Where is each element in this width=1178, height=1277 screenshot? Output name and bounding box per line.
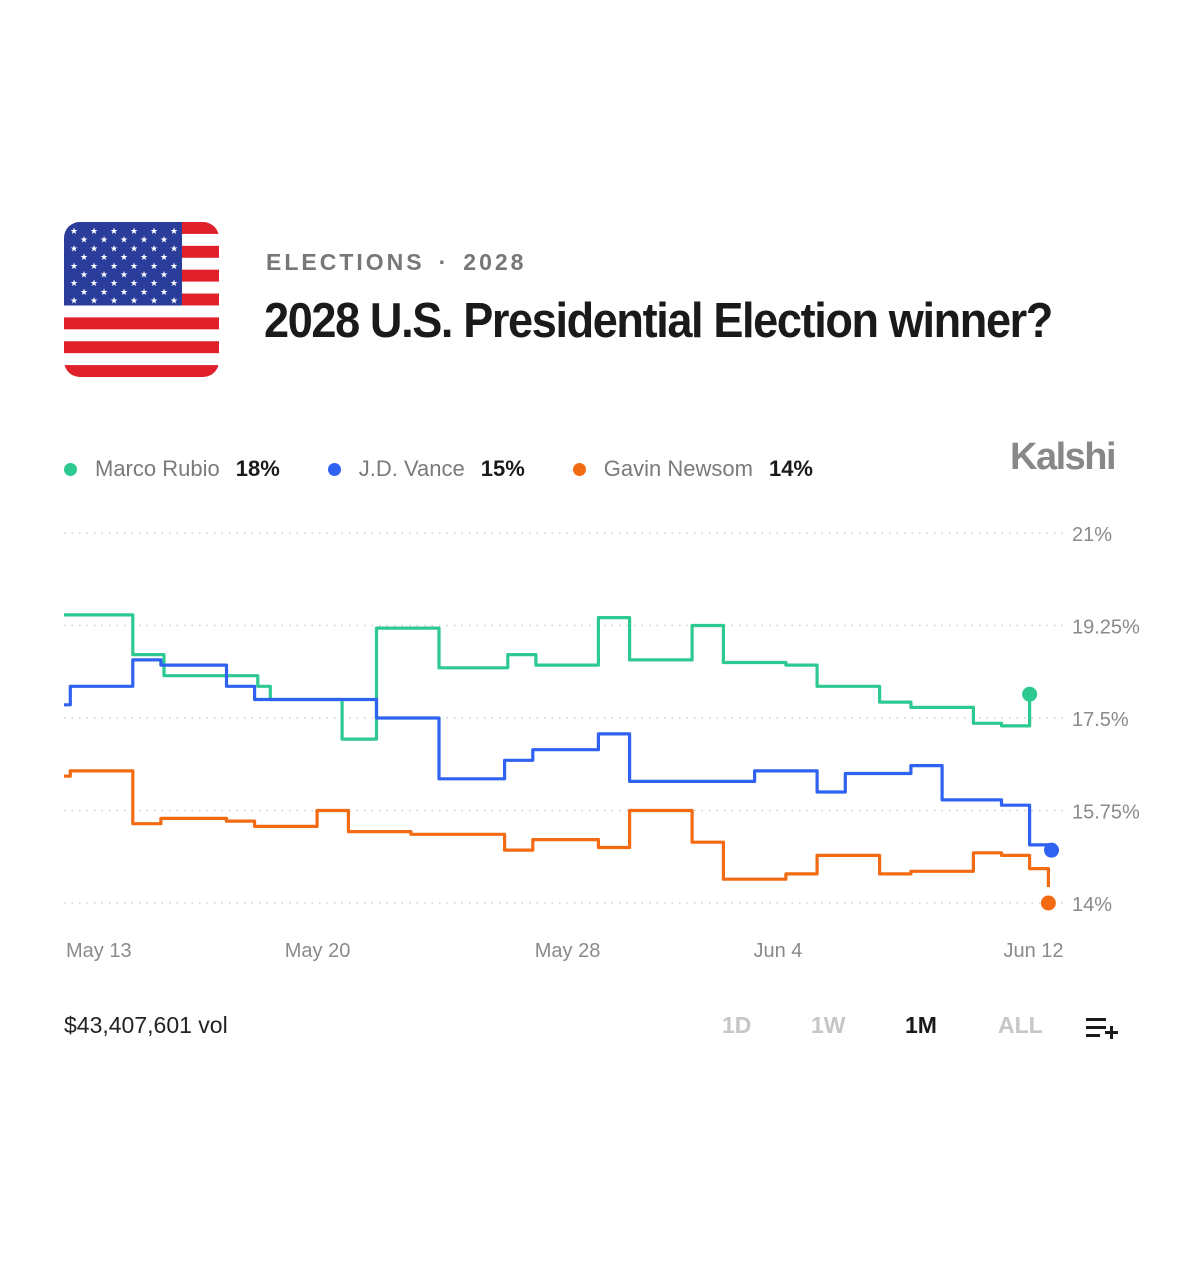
y-tick-label: 21%	[1072, 524, 1112, 546]
legend-item[interactable]: J.D. Vance 15%	[327, 456, 525, 482]
x-tick-label: Jun 12	[1004, 940, 1064, 962]
svg-text:★: ★	[80, 235, 88, 245]
us-flag-icon: ★ ★ ★ ★ ★ ★ ★ ★ ★ ★ ★ ★ ★ ★ ★ ★ ★ ★ ★ ★ ★ ★ ★ ★ ★ ★ ★ ★ ★ ★ ★ ★ ★ ★ ★ ★ ★ ★ ★ ★…	[64, 222, 219, 377]
series-line	[64, 613, 1032, 741]
legend-value: 14%	[768, 456, 813, 481]
svg-text:★: ★	[130, 296, 138, 306]
svg-text:★: ★	[150, 296, 158, 306]
svg-text:★: ★	[120, 287, 128, 297]
series-end-point	[1044, 842, 1059, 858]
volume-label: $43,407,601 vol	[64, 1012, 228, 1038]
x-tick-label: May 28	[535, 940, 601, 962]
svg-text:★: ★	[110, 243, 118, 253]
category-name: ELECTIONS	[266, 249, 425, 275]
svg-text:★: ★	[150, 261, 158, 271]
y-tick-label: 14%	[1072, 894, 1112, 916]
brand-logo: Kalshi	[1010, 436, 1117, 478]
svg-text:★: ★	[160, 252, 168, 262]
svg-text:★: ★	[120, 252, 128, 262]
legend-dot-icon	[327, 462, 341, 476]
svg-text:★: ★	[80, 270, 88, 280]
chart-legend: Marco Rubio 18% J.D. Vance 15% Gavin Newsom 1…	[64, 453, 861, 485]
svg-text:★: ★	[110, 261, 118, 271]
legend-dot-icon	[572, 462, 586, 476]
series-line	[64, 658, 1052, 847]
x-tick-label: May 20	[285, 940, 351, 962]
category-label: ELECTIONS · 2028	[266, 249, 526, 276]
svg-text:★: ★	[70, 278, 78, 288]
svg-text:★: ★	[130, 243, 138, 253]
svg-text:★: ★	[70, 296, 78, 306]
legend-name: J.D. Vance	[358, 456, 465, 481]
svg-text:★: ★	[140, 235, 148, 245]
svg-text:★: ★	[80, 287, 88, 297]
y-tick-label: 17.5%	[1072, 709, 1129, 731]
svg-text:★: ★	[100, 270, 108, 280]
svg-text:★: ★	[90, 296, 98, 306]
svg-text:★: ★	[140, 252, 148, 262]
svg-text:★: ★	[110, 278, 118, 288]
svg-text:★: ★	[170, 296, 178, 306]
add-to-list-icon[interactable]	[1086, 1016, 1120, 1040]
svg-text:★: ★	[70, 243, 78, 253]
legend-dot-icon	[64, 462, 77, 476]
x-tick-label: Jun 4	[754, 940, 803, 962]
svg-text:★: ★	[170, 243, 178, 253]
series-line	[64, 769, 1050, 888]
svg-text:★: ★	[120, 235, 128, 245]
svg-text:★: ★	[90, 226, 98, 236]
svg-text:★: ★	[90, 243, 98, 253]
y-tick-label: 19.25%	[1072, 617, 1140, 639]
svg-text:★: ★	[100, 235, 108, 245]
svg-text:★: ★	[170, 278, 178, 288]
svg-text:★: ★	[100, 287, 108, 297]
range-1w-button[interactable]: 1W	[811, 1012, 846, 1038]
legend-value: 15%	[480, 456, 525, 481]
range-1m-button[interactable]: 1M	[905, 1012, 937, 1038]
svg-text:★: ★	[130, 226, 138, 236]
svg-text:★: ★	[100, 252, 108, 262]
price-chart: 21% 19.25% 17.5% 15.75% 14% May 13 May 20 May 2…	[64, 524, 1140, 962]
svg-text:★: ★	[110, 226, 118, 236]
svg-text:★: ★	[140, 270, 148, 280]
category-separator: ·	[438, 249, 450, 275]
svg-text:★: ★	[70, 226, 78, 236]
legend-name: Marco Rubio	[95, 456, 220, 481]
x-tick-label: May 13	[66, 940, 132, 962]
svg-text:★: ★	[90, 278, 98, 288]
page-title: 2028 U.S. Presidential Election winner?	[264, 294, 1053, 348]
svg-text:★: ★	[80, 252, 88, 262]
range-all-button[interactable]: ALL	[998, 1012, 1043, 1038]
series-end-point	[1040, 895, 1056, 911]
svg-text:★: ★	[90, 261, 98, 271]
svg-text:★: ★	[130, 261, 138, 271]
legend-value: 18%	[235, 456, 280, 481]
svg-text:★: ★	[120, 270, 128, 280]
svg-text:★: ★	[110, 296, 118, 306]
y-tick-label: 15.75%	[1072, 802, 1140, 824]
svg-text:★: ★	[160, 235, 168, 245]
svg-text:★: ★	[70, 261, 78, 271]
svg-text:★: ★	[130, 278, 138, 288]
svg-text:★: ★	[170, 226, 178, 236]
series-end-point	[1022, 686, 1038, 702]
legend-item[interactable]: Marco Rubio 18%	[64, 456, 280, 482]
svg-text:★: ★	[160, 270, 168, 280]
range-1d-button[interactable]: 1D	[722, 1012, 752, 1038]
svg-text:★: ★	[150, 278, 158, 288]
svg-text:★: ★	[150, 226, 158, 236]
svg-text:★: ★	[160, 287, 168, 297]
legend-item[interactable]: Gavin Newsom 14%	[572, 456, 813, 482]
legend-name: Gavin Newsom	[603, 456, 753, 481]
category-year: 2028	[463, 249, 527, 275]
svg-text:★: ★	[140, 287, 148, 297]
svg-text:★: ★	[170, 261, 178, 271]
svg-text:★: ★	[150, 243, 158, 253]
